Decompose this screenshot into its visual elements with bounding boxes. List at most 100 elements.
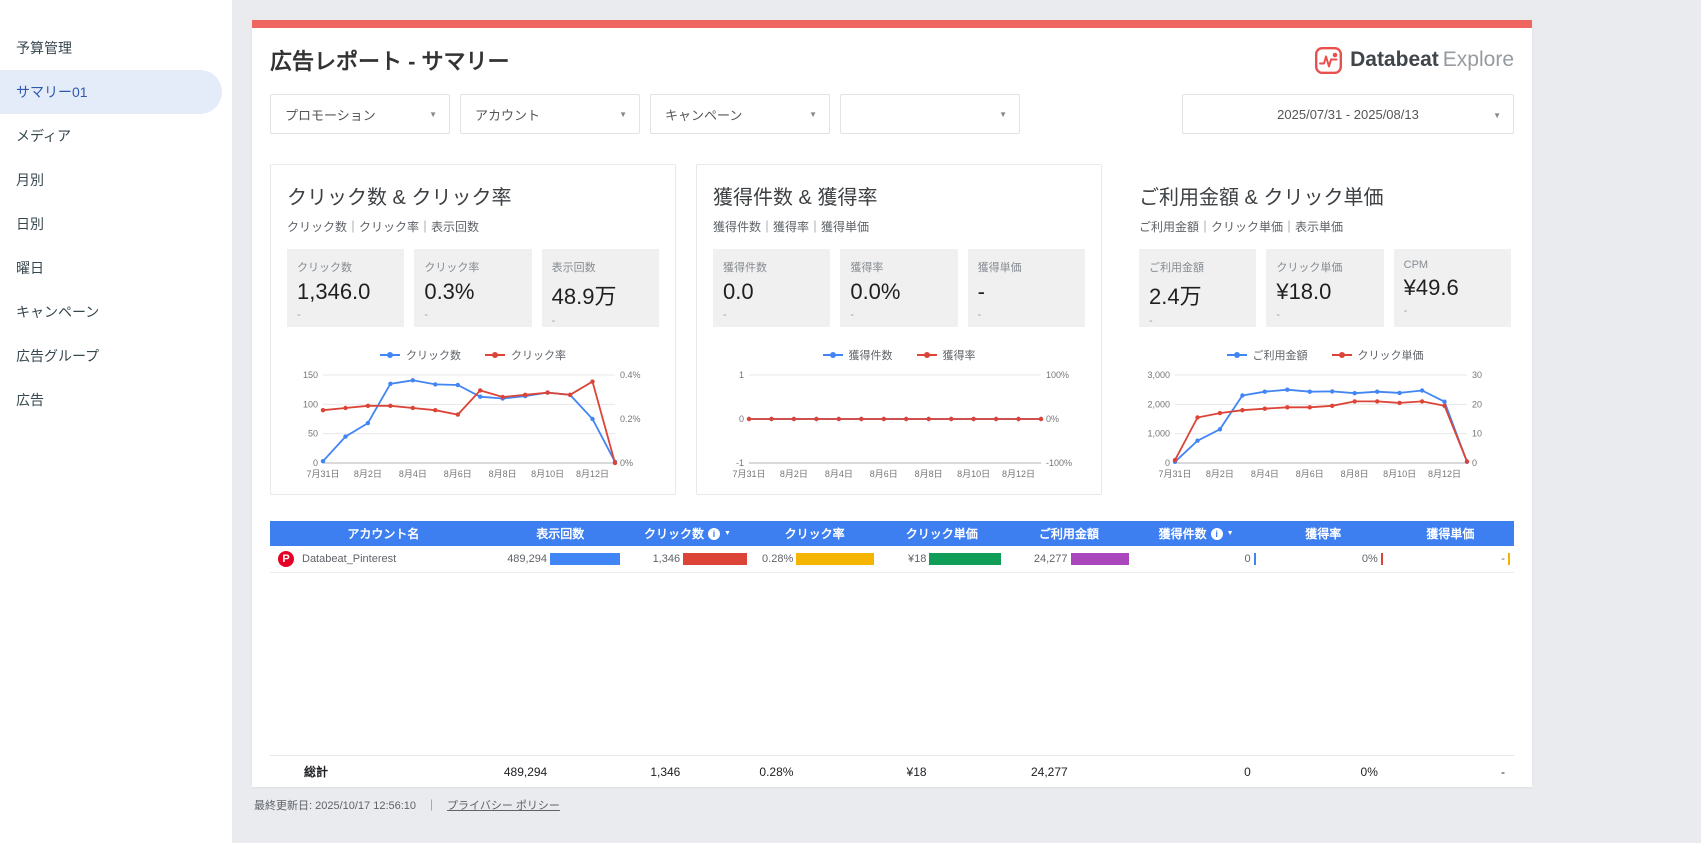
svg-text:7月31日: 7月31日 xyxy=(306,469,339,479)
date-range-picker[interactable]: 2025/07/31 - 2025/08/13 ▼ xyxy=(1182,94,1514,134)
pinterest-icon: P xyxy=(278,551,294,567)
metric-card-2: 獲得件数 & 獲得率 獲得件数｜獲得率｜獲得単価 獲得件数 0.0- 獲得率 0.0% - 獲… xyxy=(696,164,1102,495)
scorecard-label: ご利用金額 xyxy=(1149,262,1204,274)
privacy-policy-link[interactable]: プライバシー ポリシー xyxy=(447,800,560,812)
total-value: ¥18 xyxy=(906,764,927,779)
svg-text:1,000: 1,000 xyxy=(1147,429,1170,439)
filter-dropdown-1[interactable]: プロモーション ▼ xyxy=(270,94,450,134)
scorecard-label: 表示回数 xyxy=(551,262,596,274)
sidebar-item-2[interactable]: サマリー01 xyxy=(0,70,222,114)
svg-text:0.4%: 0.4% xyxy=(620,370,641,380)
sidebar-nav: 予算管理サマリー01 メディア月別日別曜日キャンペーン 広告グループ 広告 xyxy=(0,26,232,422)
info-icon[interactable]: i xyxy=(1210,527,1223,540)
total-cell: 0% xyxy=(1260,756,1387,787)
total-cell: 0 xyxy=(1133,756,1260,787)
card-subtitle: ご利用金額｜クリック単価｜表示単価 xyxy=(1139,220,1344,234)
scorecard: 獲得件数 0.0 - xyxy=(713,249,831,327)
account-cell: P Databeat_Pinterest xyxy=(270,551,497,567)
total-value: 0 xyxy=(1244,764,1251,779)
scorecards: クリック数 1,346.0 - クリック率 0.3% - 表示回数 48.9万 - xyxy=(287,249,659,327)
top-accent-stripe xyxy=(252,20,1532,28)
metric-card-3: ご利用金額 & クリック単価 ご利用金額｜クリック単価｜表示単価 ご利用金額 2.4万… xyxy=(1122,164,1528,495)
sidebar-item-7[interactable]: キャンペーン xyxy=(16,304,100,320)
scorecard-value: 1,346.0 xyxy=(297,279,371,304)
column-header-1[interactable]: アカウント名 xyxy=(270,521,497,546)
scorecard: 獲得率 0.0% - xyxy=(840,249,958,327)
svg-text:7月31日: 7月31日 xyxy=(732,469,765,479)
scorecard: クリック率 0.3% - xyxy=(414,249,532,327)
column-header-7[interactable]: 獲得件数 i ▼ xyxy=(1133,521,1260,546)
metric-value: - xyxy=(1501,553,1505,565)
report-header: 広告レポート - サマリー Databeat Explore xyxy=(270,44,1514,76)
sidebar-item-3[interactable]: メディア xyxy=(16,128,72,144)
svg-text:8月10日: 8月10日 xyxy=(1383,469,1416,479)
column-header-8[interactable]: 獲得率 xyxy=(1260,521,1387,546)
scorecard-label: 獲得件数 xyxy=(723,262,767,274)
column-header-4[interactable]: クリック率 xyxy=(751,521,878,546)
metric-value: 489,294 xyxy=(507,553,547,565)
databeat-logo-icon xyxy=(1315,46,1343,74)
column-header-6[interactable]: ご利用金額 xyxy=(1005,521,1132,546)
sidebar-item-5[interactable]: 日別 xyxy=(16,216,44,232)
column-header-2[interactable]: 表示回数 xyxy=(497,521,624,546)
column-header-3[interactable]: クリック数 i ▼ xyxy=(624,521,751,546)
filter-dropdown-3[interactable]: キャンペーン ▼ xyxy=(650,94,830,134)
sort-caret-icon[interactable]: ▼ xyxy=(723,530,731,537)
chevron-down-icon: ▼ xyxy=(809,109,817,119)
svg-text:20: 20 xyxy=(1472,399,1482,409)
legend-label: 獲得率 xyxy=(942,350,976,362)
metric-bar xyxy=(929,553,1002,565)
metric-cell: 0 xyxy=(1133,546,1260,572)
report-footer: 最終更新日: 2025/10/17 12:56:10 ｜ プライバシー ポリシー xyxy=(252,787,1532,813)
scorecard: 表示回数 48.9万 - xyxy=(541,249,659,327)
metric-bar xyxy=(1507,553,1510,565)
chevron-down-icon: ▼ xyxy=(1493,111,1501,120)
filter-dropdown-4[interactable]: ▼ xyxy=(840,94,1020,134)
column-header-label: 獲得件数 xyxy=(1158,527,1207,541)
column-header-label: アカウント名 xyxy=(347,527,420,541)
scorecard: クリック単価 ¥18.0 - xyxy=(1266,249,1384,327)
report-card: 広告レポート - サマリー Databeat Explore xyxy=(252,20,1532,787)
legend-marker-icon xyxy=(916,352,937,358)
info-icon[interactable]: i xyxy=(707,527,720,540)
card-title: クリック数 & クリック率 xyxy=(287,187,512,209)
scorecard-label: CPM xyxy=(1403,259,1429,271)
svg-text:8月8日: 8月8日 xyxy=(489,469,517,479)
svg-text:7月31日: 7月31日 xyxy=(1158,469,1191,479)
svg-text:8月10日: 8月10日 xyxy=(957,469,990,479)
brand-suffix: Explore xyxy=(1442,48,1514,71)
legend-label: 獲得件数 xyxy=(848,350,893,362)
scorecard-delta: - xyxy=(1276,309,1280,321)
svg-text:8月10日: 8月10日 xyxy=(531,469,564,479)
sidebar-item-8[interactable]: 広告グループ xyxy=(16,348,100,364)
line-chart: 0 1,000 2,000 3,000 0 10 20 30 7月31日 8月2日 8月4日 8月6日… xyxy=(1147,370,1482,479)
legend-label: ご利用金額 xyxy=(1252,350,1308,362)
chart-legend: 獲得件数 獲得率 xyxy=(713,347,1085,363)
card-title: 獲得件数 & 獲得率 xyxy=(713,187,878,209)
sort-caret-icon[interactable]: ▼ xyxy=(1226,530,1234,537)
metric-value: 0.28% xyxy=(762,553,794,565)
svg-text:0: 0 xyxy=(1165,458,1170,468)
svg-text:8月12日: 8月12日 xyxy=(1002,469,1035,479)
scorecard-delta: - xyxy=(1149,315,1153,327)
table-header: アカウント名 表示回数 クリック数 i ▼ クリック率 クリック単価 ご利用金額 獲得件数 i ▼ 獲… xyxy=(270,521,1514,546)
scorecard-delta: - xyxy=(297,309,301,321)
sidebar-item-1[interactable]: 予算管理 xyxy=(16,40,72,56)
column-header-label: クリック数 xyxy=(643,527,704,541)
column-header-9[interactable]: 獲得単価 xyxy=(1387,521,1514,546)
svg-text:8月6日: 8月6日 xyxy=(1296,469,1324,479)
svg-text:0: 0 xyxy=(739,414,744,424)
svg-text:100%: 100% xyxy=(1046,370,1069,380)
filter-dropdown-2[interactable]: アカウント ▼ xyxy=(460,94,640,134)
svg-text:8月12日: 8月12日 xyxy=(576,469,609,479)
svg-text:0: 0 xyxy=(313,458,318,468)
column-header-label: クリック率 xyxy=(784,527,845,541)
sidebar-item-6[interactable]: 曜日 xyxy=(16,260,44,276)
table-total-row: 総計 489,294 1,346 0.28% ¥18 24,277 0 0% - xyxy=(270,755,1514,787)
chart-area: 0 1,000 2,000 3,000 0 10 20 30 7月31日 8月2日 8月4日 8月6日… xyxy=(1139,367,1511,486)
sidebar-item-4[interactable]: 月別 xyxy=(16,172,44,188)
sidebar-item-9[interactable]: 広告 xyxy=(16,392,44,408)
column-header-5[interactable]: クリック単価 xyxy=(878,521,1005,546)
total-cell: 489,294 xyxy=(497,756,624,787)
svg-text:150: 150 xyxy=(303,370,318,380)
